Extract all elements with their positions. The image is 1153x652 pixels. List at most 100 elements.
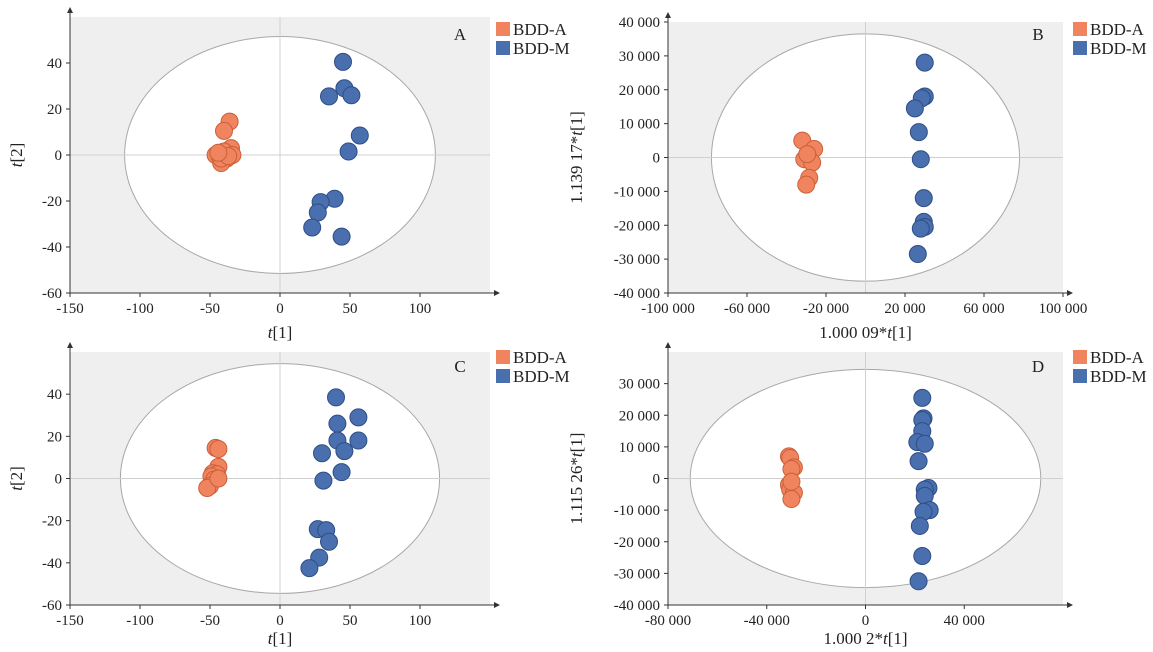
legend-label: BDD-A [1090,20,1145,39]
x-axis-arrow [1067,290,1073,296]
data-point [339,142,358,161]
x-tick-label: 20 000 [884,301,925,317]
y-tick-label: -20 [42,514,62,530]
x-tick-label: -150 [56,301,84,317]
data-point [909,123,928,142]
data-point [332,463,351,482]
x-tick-label: 60 000 [963,301,1004,317]
y-axis-arrow [665,12,671,18]
y-tick-label: 40 000 [619,15,660,31]
data-point [320,87,338,106]
x-tick-label: 0 [276,301,284,317]
y-tick-label: -40 000 [614,598,660,614]
series-bdd-m [905,53,934,264]
data-point [913,388,932,407]
y-axis-arrow [67,7,73,13]
x-tick-label: -100 [126,613,154,629]
y-tick-label: -30 000 [614,252,660,268]
x-tick-label: -40 000 [744,613,790,629]
y-tick-label: -20 000 [614,535,660,551]
data-point [209,143,228,162]
data-point [798,145,817,164]
data-point [782,472,801,491]
y-tick-label: -40 [42,240,62,256]
legend-label: BDD-M [513,39,570,58]
data-point [911,150,930,169]
series-bdd-m [908,388,939,591]
data-point [332,227,351,246]
data-point [327,388,345,407]
y-tick-label: 20 000 [619,408,660,424]
data-point [349,408,368,427]
x-tick-label: 100 [409,301,432,317]
data-point [913,546,932,565]
x-tick-label: 50 [343,301,358,317]
series-bdd-a [793,131,824,194]
y-tick-label: -20 000 [614,218,660,234]
x-tick-label: 40 000 [944,613,985,629]
y-axis-arrow [665,342,671,348]
y-tick-label: 0 [653,151,661,167]
legend-label: BDD-M [513,367,570,386]
data-point [909,572,928,591]
legend-label: BDD-M [1090,39,1147,58]
series-bdd-a [206,112,242,173]
x-tick-label: 0 [862,613,870,629]
data-point [328,414,347,433]
legend-label: BDD-A [1090,348,1145,367]
panel-letter: D [1032,357,1044,376]
panel-c: -150 -100 -50 0 50 100 -60 -40 -20 0 20 40 t[1] t[2] C… [7,342,570,648]
x-axis-label: 1.000 09*t[1] [819,323,912,342]
y-tick-label: 30 000 [619,49,660,65]
x-tick-label: -50 [200,301,220,317]
data-point [915,434,934,453]
panel-letter: B [1032,25,1043,44]
panel-letter: A [454,25,467,44]
series-bdd-m [303,52,369,246]
data-point [335,442,354,461]
data-point [908,245,927,264]
series-bdd-a [198,438,228,497]
x-tick-label: -80 000 [645,613,691,629]
x-tick-label: 100 000 [1039,301,1088,317]
x-axis-label: t[1] [268,629,293,648]
y-tick-label: -60 [42,598,62,614]
legend-swatch [1073,350,1087,364]
x-axis-label: t[1] [268,323,293,342]
data-point [905,99,924,118]
y-tick-label: 20 [47,102,62,118]
data-point [914,189,933,208]
data-point [915,53,934,72]
data-point [215,121,233,140]
y-tick-label: -60 [42,286,62,302]
y-axis-label: t[2] [7,466,26,491]
legend-swatch [496,369,510,383]
data-point [313,444,331,463]
y-tick-label: -10 000 [614,503,660,519]
y-axis-arrow [67,342,73,348]
data-point [209,469,228,488]
x-axis-arrow [494,602,500,608]
legend-swatch [496,41,510,55]
x-tick-label: -100 000 [641,301,695,317]
x-tick-label: 0 [276,613,284,629]
x-tick-label: -150 [56,613,84,629]
y-axis-label: t[2] [7,143,26,168]
legend-label: BDD-M [1090,367,1147,386]
y-tick-label: 40 [47,56,62,72]
legend-label: BDD-A [513,348,568,367]
y-tick-label: 10 000 [619,440,660,456]
y-tick-label: 20 [47,429,62,445]
y-tick-label: -40 [42,556,62,572]
panel-a: -150 -100 -50 0 50 100 -60 -40 -20 0 20 40 t[1] t[2] A… [7,7,570,342]
x-axis-arrow [1067,602,1073,608]
data-point [320,532,338,551]
y-tick-label: -10 000 [614,184,660,200]
data-point [350,126,369,145]
x-axis-label: 1.000 2*t[1] [823,629,907,648]
x-tick-label: -100 [126,301,154,317]
x-tick-label: -50 [200,613,220,629]
y-axis-label: 1.139 17*t[1] [567,111,586,204]
data-point [209,439,228,458]
